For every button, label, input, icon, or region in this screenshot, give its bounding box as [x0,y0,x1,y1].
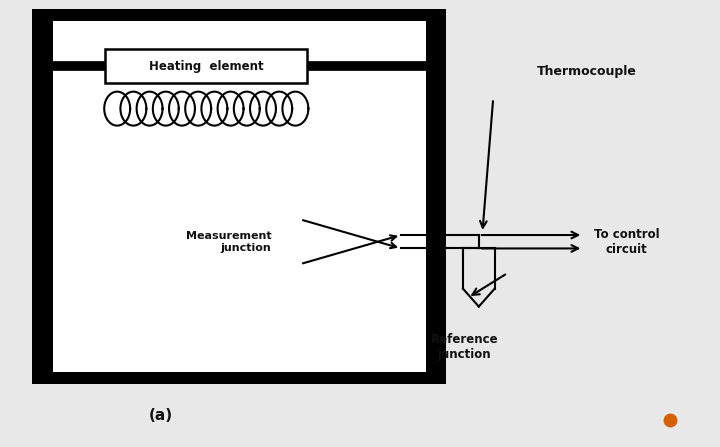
Text: To control
circuit: To control circuit [593,228,660,256]
Bar [53,21,426,372]
Text: Thermocouple: Thermocouple [536,65,636,78]
Text: Reference
junction: Reference junction [431,333,498,361]
Text: (a): (a) [148,408,173,423]
Text: Heating  element: Heating element [149,59,264,73]
Text: Measurement
junction: Measurement junction [186,231,271,253]
Bar [105,50,307,83]
Bar [32,9,446,384]
